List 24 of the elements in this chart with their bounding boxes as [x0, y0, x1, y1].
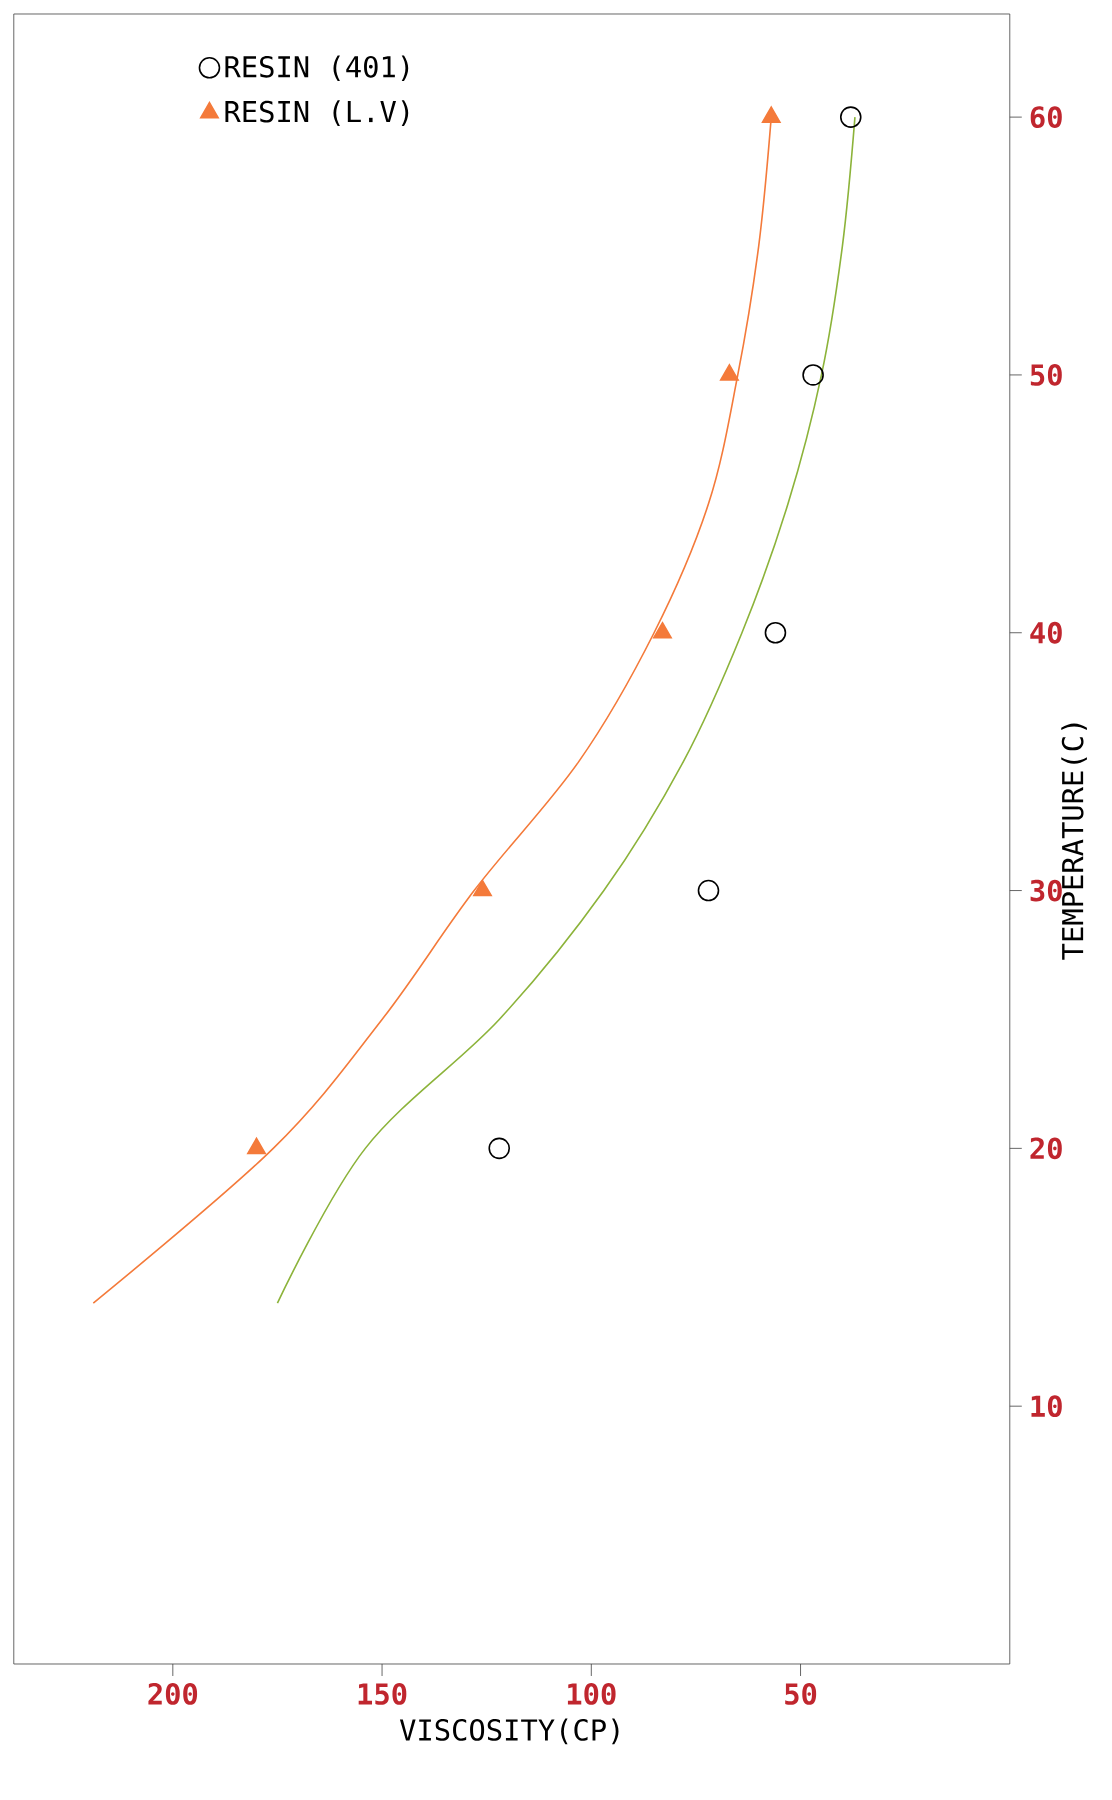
point — [761, 106, 781, 123]
legend-label: RESIN (401) — [225, 55, 409, 82]
x-tick-label: 100 — [567, 1683, 616, 1705]
point — [802, 364, 824, 386]
y-tick-label: 60 — [1030, 106, 1062, 129]
x-tick-label: 200 — [148, 1683, 198, 1705]
point — [719, 364, 739, 381]
point — [652, 621, 672, 639]
point — [697, 879, 720, 902]
point — [488, 1137, 511, 1160]
x-tick-label: 150 — [358, 1683, 407, 1705]
y-tick-label: 20 — [1030, 1137, 1062, 1160]
point — [839, 106, 862, 128]
y-tick-label: 30 — [1030, 879, 1062, 902]
x-tick-label: 50 — [785, 1683, 817, 1705]
point — [473, 879, 492, 897]
y-tick-label: 10 — [1031, 1395, 1062, 1418]
y-tick-label: 40 — [1030, 621, 1062, 644]
y-tick-label: 50 — [1030, 364, 1062, 386]
point — [247, 1137, 266, 1155]
x-axis-title: VISCOSITY(CP) — [399, 1718, 619, 1745]
point — [764, 621, 787, 644]
y-axis-title: TEMPERATURE(C) — [1061, 723, 1087, 960]
legend-label: RESIN (L.V) — [225, 100, 409, 126]
